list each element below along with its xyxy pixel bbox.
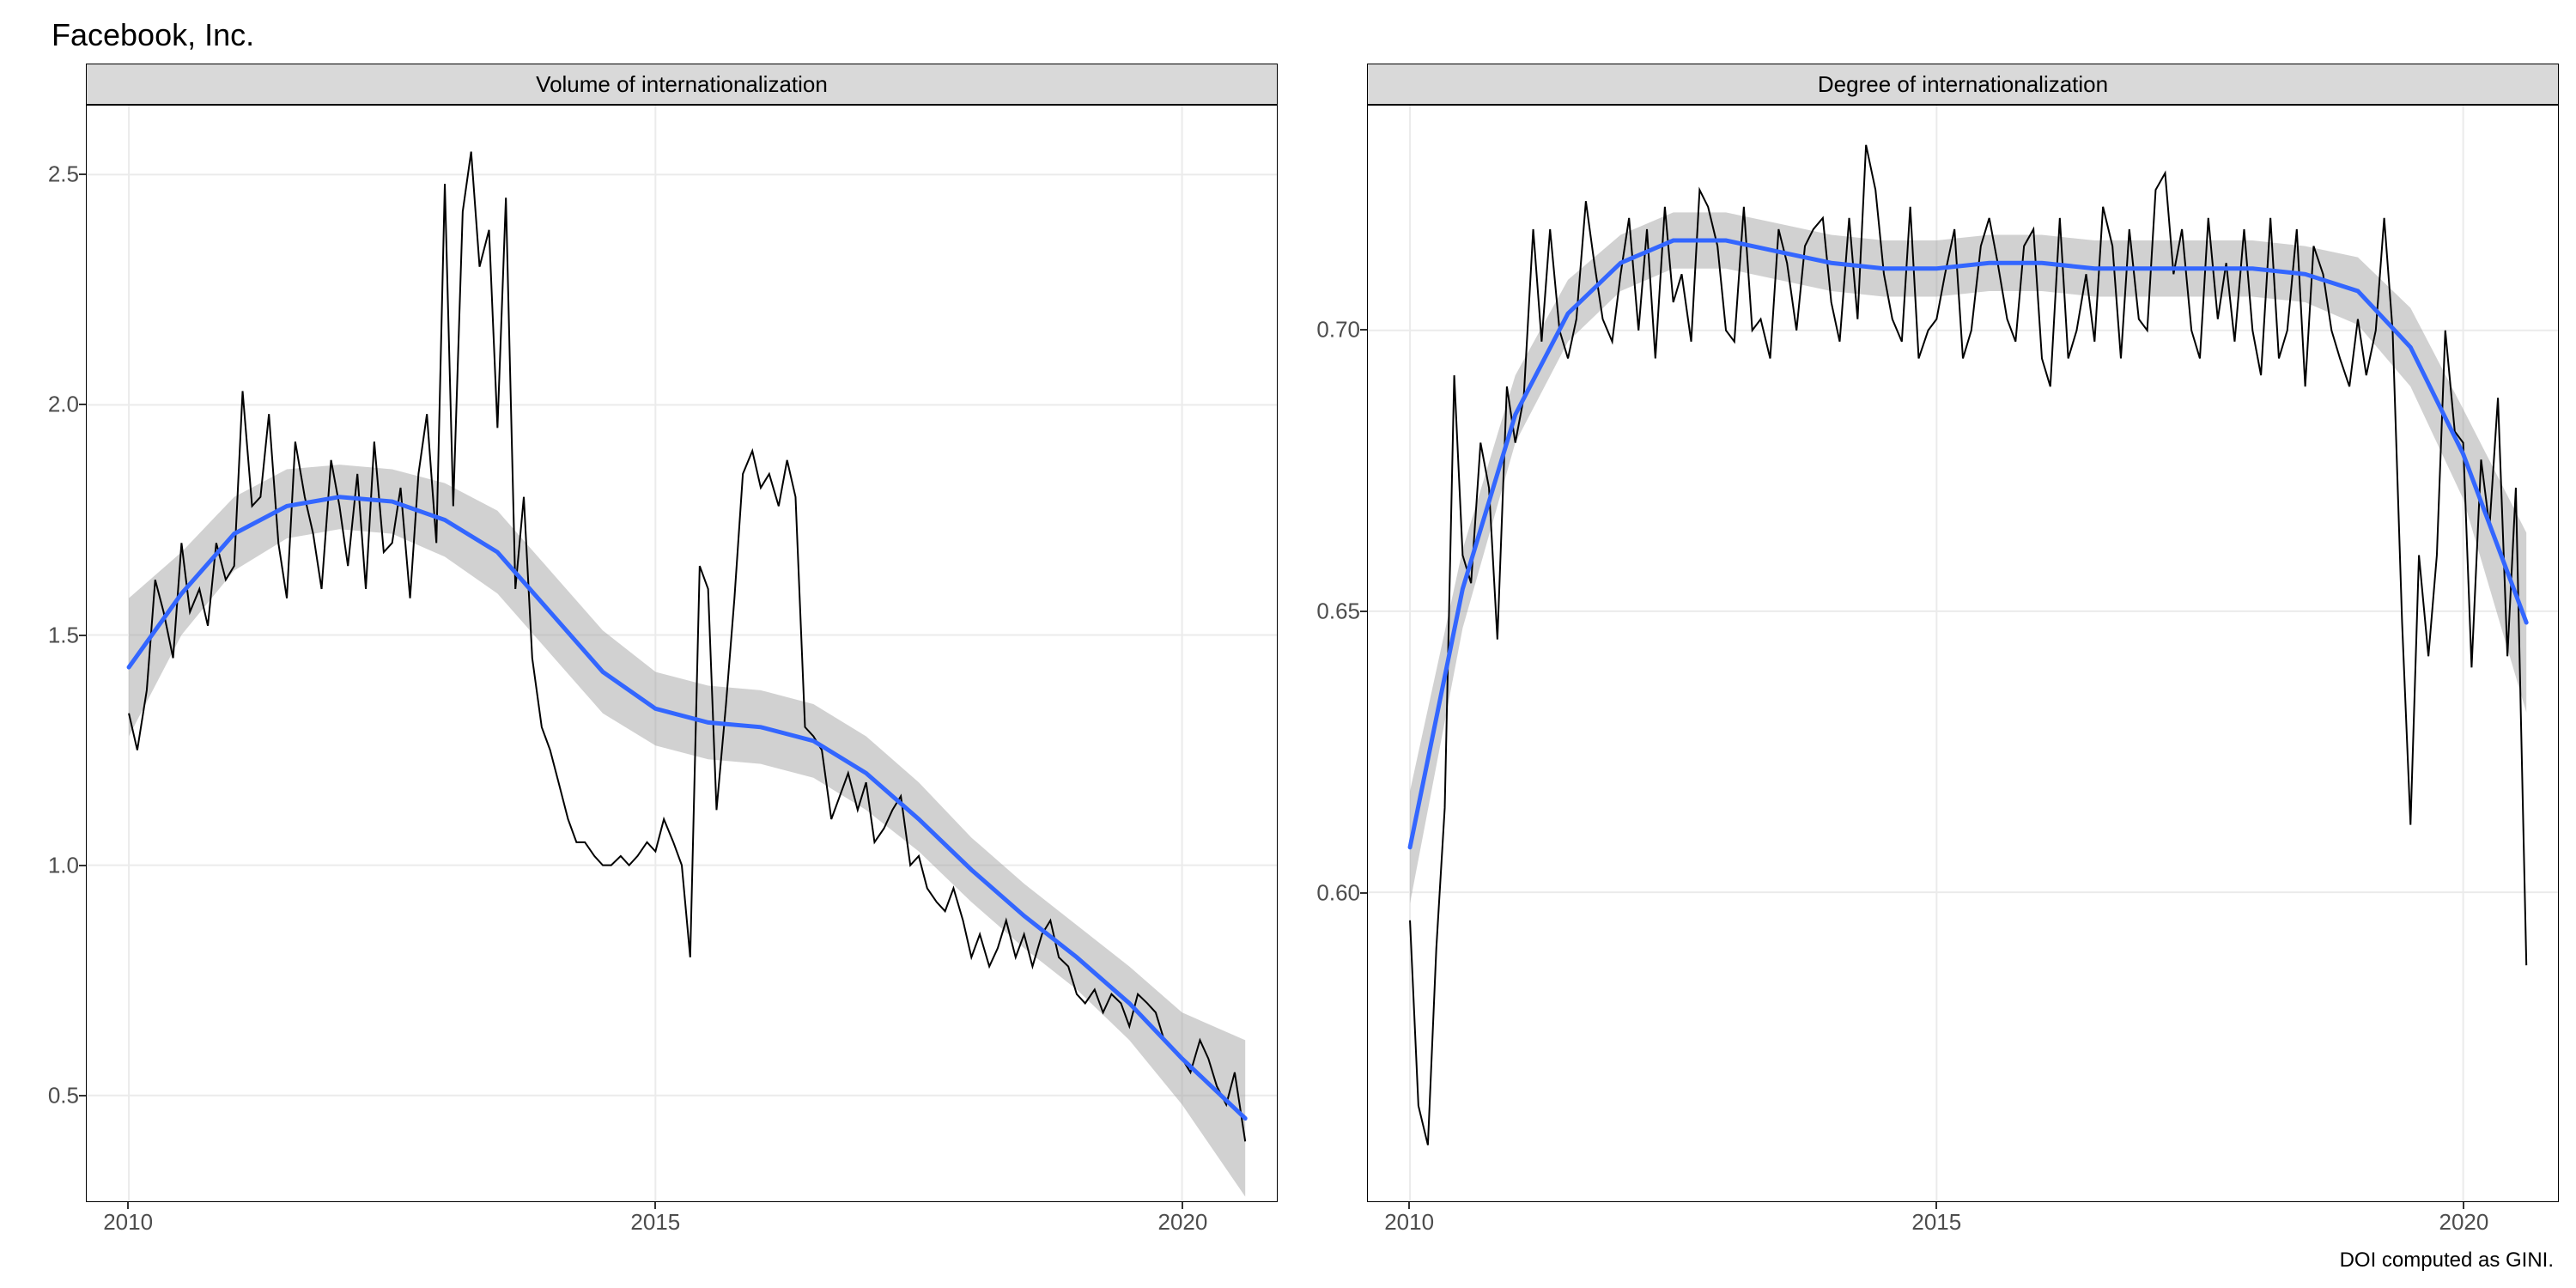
x-tick-label: 2020 <box>2439 1209 2489 1236</box>
x-tick-label: 2015 <box>630 1209 680 1236</box>
y-tick-mark <box>1360 611 1367 612</box>
figure: Facebook, Inc. 0.5 1.0 1.5 2.0 2.5 Volume of … <box>17 17 2559 1271</box>
y-tick-label: 0.5 <box>48 1083 79 1109</box>
figure-title: Facebook, Inc. <box>52 17 254 53</box>
panel-body: 0.5 1.0 1.5 2.0 2.5 Volume of internationaliz… <box>17 64 1278 1245</box>
x-tick-label: 2015 <box>1911 1209 1961 1236</box>
y-tick-label: 1.5 <box>48 622 79 648</box>
facet-strip: Degree of internationalization <box>1367 64 2559 105</box>
y-tick-label: 0.60 <box>1316 879 1360 906</box>
x-tick-mark <box>1408 1202 1410 1209</box>
x-tick-mark <box>654 1202 656 1209</box>
x-tick-mark <box>2463 1202 2464 1209</box>
plot-area <box>86 105 1278 1202</box>
x-tick-mark <box>127 1202 129 1209</box>
y-tick-mark <box>1360 892 1367 894</box>
y-tick-label: 2.0 <box>48 392 79 418</box>
panels-row: 0.5 1.0 1.5 2.0 2.5 Volume of internationaliz… <box>17 64 2559 1245</box>
smooth-trend-line <box>129 497 1245 1119</box>
confidence-ribbon <box>129 465 1245 1196</box>
y-tick-label: 0.70 <box>1316 317 1360 343</box>
x-tick-mark <box>1182 1202 1183 1209</box>
x-tick-mark <box>1935 1202 1937 1209</box>
y-tick-mark <box>1360 329 1367 331</box>
y-tick-label: 1.0 <box>48 853 79 879</box>
x-axis: 2010 2015 2020 <box>86 1202 1278 1245</box>
x-tick-label: 2020 <box>1158 1209 1208 1236</box>
x-tick-label: 2010 <box>1384 1209 1434 1236</box>
y-axis: 0.5 1.0 1.5 2.0 2.5 <box>17 64 86 1245</box>
y-tick-mark <box>79 404 86 405</box>
y-tick-label: 0.65 <box>1316 598 1360 624</box>
chart-panel: 0.5 1.0 1.5 2.0 2.5 Volume of internationaliz… <box>17 64 1278 1245</box>
plot-area <box>1367 105 2559 1202</box>
x-tick-label: 2010 <box>103 1209 153 1236</box>
y-tick-mark <box>79 173 86 175</box>
facet-strip: Volume of internationalization <box>86 64 1278 105</box>
chart-panel: 0.60 0.65 0.70 Degree of internationalizati… <box>1298 64 2559 1245</box>
y-tick-label: 2.5 <box>48 161 79 187</box>
y-tick-mark <box>79 635 86 636</box>
panel-right: Degree of internationalization2010201520… <box>1367 64 2559 1245</box>
raw-series-line <box>129 152 1245 1142</box>
panel-right: Volume of internationalization2010201520… <box>86 64 1278 1245</box>
y-tick-mark <box>79 865 86 866</box>
x-axis: 2010 2015 2020 <box>1367 1202 2559 1245</box>
y-axis: 0.60 0.65 0.70 <box>1298 64 1367 1245</box>
footer-caption: DOI computed as GINI. <box>2340 1249 2554 1273</box>
panel-body: 0.60 0.65 0.70 Degree of internationalizati… <box>1298 64 2559 1245</box>
y-tick-mark <box>79 1095 86 1097</box>
